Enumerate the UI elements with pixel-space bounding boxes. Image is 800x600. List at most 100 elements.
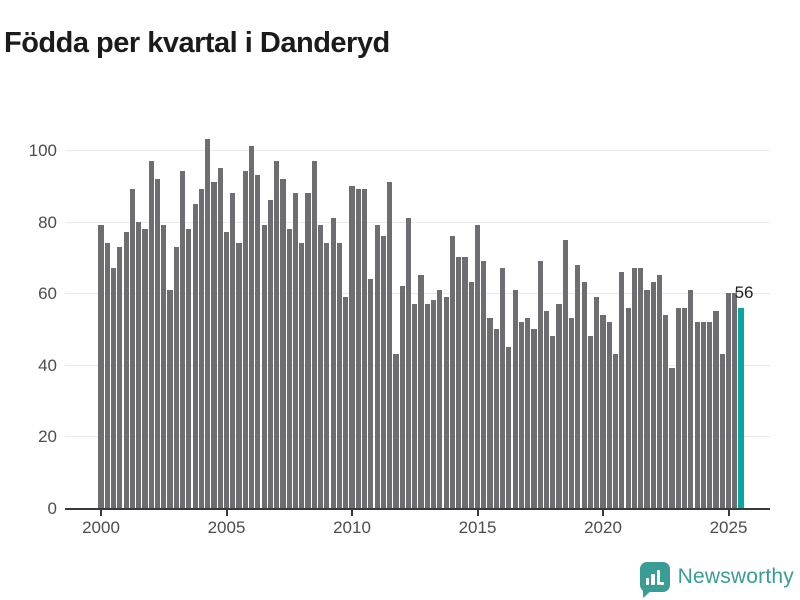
bar-q90 [663,314,669,508]
bar-q35 [318,225,324,508]
bar-q17 [205,139,211,508]
newsworthy-logo: Newsworthy [639,562,794,598]
bar-q96 [700,321,706,508]
bar-q37 [330,218,336,508]
bar-q97 [707,321,713,508]
bar-q72 [550,336,556,508]
bar-q63 [493,329,499,508]
bar-q85 [631,268,637,508]
x-axis-tick-2025 [727,510,730,516]
bar-q49 [405,218,412,508]
bar-q19 [217,167,223,508]
bar-q51 [418,275,424,508]
bar-q92 [675,307,681,508]
bar-q75 [569,318,575,508]
bar-q94 [688,289,694,508]
bar-q57 [456,257,462,508]
bar-q98 [713,311,719,508]
bar-q29 [280,178,286,508]
x-axis-line [65,508,770,510]
newsworthy-logo-text: Newsworthy [677,565,794,588]
x-axis-label-2010: 2010 [333,518,371,537]
last-bar-value-label: 56 [734,282,754,302]
gridline-y100 [65,150,770,151]
bar-q71 [543,311,550,508]
bar-q81 [606,321,612,508]
bar-q24 [249,146,255,508]
y-axis-label-100: 100 [28,141,57,160]
bar-q53 [430,300,437,508]
bar-q61 [481,260,487,508]
bar-q86 [638,268,644,508]
bar-q4 [123,232,129,508]
bar-q30 [286,228,292,508]
gridline-y20 [65,436,770,438]
bar-q26 [261,225,267,508]
bar-q16 [198,189,204,508]
y-axis-label-0: 0 [47,499,57,518]
x-axis-label-2015: 2015 [458,518,497,537]
bar-q31 [292,192,299,508]
bar-q18 [211,182,217,508]
bar-q52 [424,303,430,508]
x-axis-tick-2020 [602,510,604,516]
bar-q32 [299,243,305,508]
bar-q100 [725,293,732,508]
bar-q9 [154,178,161,508]
bar-q60 [474,225,481,508]
bar-q47 [393,354,399,508]
bar-q8 [148,160,154,508]
newsworthy-logo-icon [639,562,670,598]
bar-q11 [167,289,173,508]
bar-q39 [343,296,349,508]
bar-q87 [644,289,650,508]
bar-q2 [110,268,117,508]
bar-q25 [255,175,261,508]
bar-q6 [136,221,142,508]
bar-q93 [681,307,688,508]
bar-q50 [412,303,418,508]
bar-q55 [443,296,449,508]
bar-q42 [361,189,368,508]
bar-q65 [506,346,512,508]
bar-q83 [619,271,625,508]
x-axis-tick-2000 [100,510,102,516]
bar-q73 [556,303,562,508]
bar-q23 [242,171,248,508]
bar-q15 [192,203,198,508]
bar-q46 [387,182,393,508]
bar-q38 [336,243,343,508]
page-title: Födda per kvartal i Danderyd [4,27,390,60]
bar-q67 [518,321,524,508]
bar-q28 [274,160,280,508]
bar-q59 [468,282,474,508]
gridline-y40 [65,364,770,366]
bar-q82 [612,354,619,508]
gridline-y60 [65,293,770,295]
bar-q41 [355,189,361,508]
bar-q68 [525,318,531,508]
x-axis-label-2005: 2005 [207,518,246,537]
bar-q14 [186,228,192,508]
bar-q56 [449,235,455,508]
bar-q58 [462,257,468,508]
bar-q70 [537,260,543,508]
bar-q20 [223,232,230,508]
bar-q7 [142,228,148,508]
bar-q101 [732,293,738,508]
bar-q33 [305,192,311,508]
bar-q64 [500,268,506,508]
bar-q76 [575,264,581,508]
bar-q10 [161,225,167,508]
bar-q5 [129,189,135,508]
exclamation-dot-icon [660,581,664,585]
x-axis-tick-2010 [351,510,353,516]
y-axis-label-40: 40 [38,355,57,375]
y-axis-label-80: 80 [38,212,57,232]
x-axis-tick-2005 [225,510,228,516]
bar-q0 [98,225,104,508]
bar-q89 [656,275,663,508]
gridline-y80 [65,221,770,223]
bar-q44 [374,225,380,508]
bar-q34 [311,160,317,508]
